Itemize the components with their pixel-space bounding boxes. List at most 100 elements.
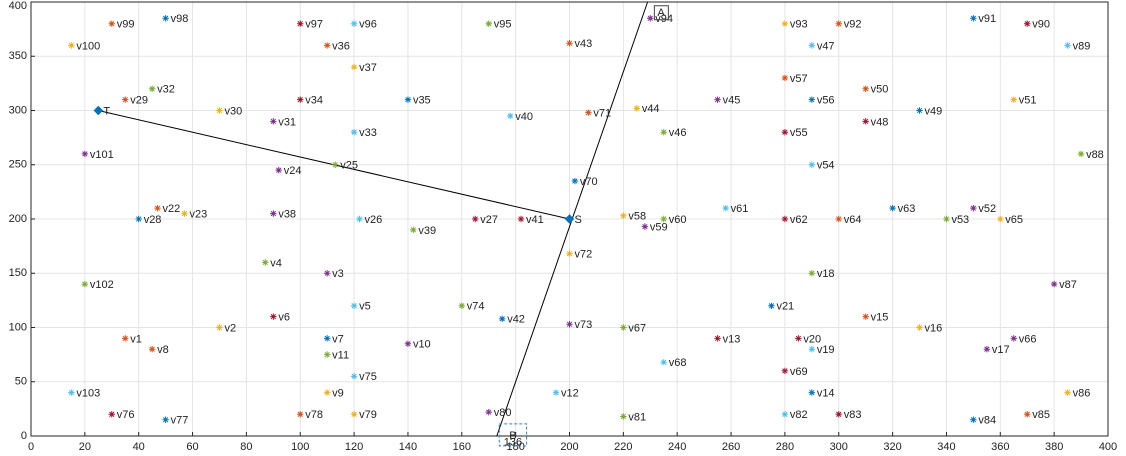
point-label: v20 — [803, 333, 821, 345]
x-tick-label: 80 — [240, 441, 252, 453]
annotation: 136 — [504, 436, 522, 448]
point-label: v49 — [925, 105, 943, 117]
point — [485, 20, 492, 27]
point — [943, 215, 950, 223]
point — [323, 42, 331, 49]
point-label: v55 — [790, 127, 808, 139]
point — [620, 212, 627, 219]
x-tick-label: 280 — [776, 441, 794, 453]
point-label: v80 — [494, 407, 512, 419]
point-label: v97 — [305, 19, 323, 31]
point-label: v14 — [817, 388, 835, 400]
point-label: v83 — [844, 409, 862, 421]
point-label: v88 — [1086, 149, 1104, 161]
point-label: v67 — [628, 322, 646, 334]
point — [181, 210, 188, 217]
point-label: v61 — [731, 203, 749, 215]
point — [485, 408, 492, 416]
annotation: A — [657, 7, 665, 19]
point-label: v40 — [515, 111, 533, 123]
point-label: v23 — [189, 208, 207, 220]
axes-box — [30, 1, 1109, 437]
point-label: v51 — [1019, 95, 1037, 107]
x-tick-label: 340 — [937, 441, 955, 453]
point-label: v62 — [790, 214, 808, 226]
point-label: v84 — [978, 415, 996, 427]
point — [808, 346, 816, 353]
point-label: v73 — [575, 319, 593, 331]
point-label: v10 — [413, 339, 431, 351]
point — [350, 411, 358, 418]
x-tick-label: 120 — [345, 441, 363, 453]
point-label: v52 — [978, 203, 996, 215]
point-label: v13 — [723, 333, 741, 345]
y-tick-label: 50 — [15, 376, 27, 388]
point-label: v9 — [332, 388, 344, 400]
point-label: v102 — [90, 279, 114, 291]
point — [404, 340, 412, 347]
point — [275, 166, 282, 174]
point-label: v65 — [1005, 214, 1023, 226]
point — [108, 20, 115, 27]
point — [216, 324, 223, 331]
point — [795, 335, 802, 342]
point — [323, 351, 331, 358]
x-tick-label: 400 — [1099, 441, 1117, 453]
point-label: v18 — [817, 268, 835, 280]
point — [970, 15, 977, 22]
point — [148, 346, 156, 353]
point-label: v91 — [978, 13, 996, 25]
point — [835, 215, 842, 223]
point-label: v35 — [413, 95, 431, 107]
x-tick-label: 140 — [399, 441, 417, 453]
point — [566, 250, 573, 257]
point-label: v3 — [332, 268, 344, 280]
point — [323, 389, 331, 396]
point-label: v44 — [642, 103, 660, 115]
x-tick-label: 380 — [1045, 441, 1063, 453]
point — [297, 411, 304, 418]
y-tick-label: 300 — [9, 104, 27, 116]
point — [660, 359, 667, 366]
point-label: v24 — [284, 165, 302, 177]
point — [566, 40, 573, 47]
point — [997, 215, 1004, 223]
point-label: v74 — [467, 301, 485, 313]
point-label: v46 — [669, 127, 687, 139]
point — [517, 215, 525, 223]
point — [68, 389, 75, 396]
point — [916, 324, 923, 331]
point-label: v87 — [1059, 279, 1077, 291]
point — [68, 42, 75, 49]
point-label: v85 — [1032, 409, 1050, 421]
point — [93, 105, 104, 116]
point-label: v89 — [1073, 40, 1091, 52]
point-label: v48 — [871, 116, 889, 128]
point-label: v68 — [669, 357, 687, 369]
point-label: v58 — [628, 211, 646, 223]
point-label: v11 — [332, 350, 349, 362]
point — [781, 367, 789, 375]
point — [270, 313, 277, 320]
point-label: v41 — [526, 214, 544, 226]
point — [660, 129, 667, 136]
point — [81, 280, 89, 288]
point-label: v31 — [278, 116, 296, 128]
selection-box — [498, 423, 528, 447]
point-label: v12 — [561, 388, 579, 400]
x-tick-label: 200 — [560, 441, 578, 453]
point — [808, 389, 816, 396]
point-label: v82 — [790, 409, 808, 421]
x-tick-label: 180 — [506, 441, 524, 453]
point-label: S — [575, 214, 582, 226]
point-label: v54 — [817, 160, 835, 172]
point-label: v8 — [157, 344, 169, 356]
y-tick-label: 0 — [21, 430, 27, 442]
point-label: v27 — [480, 214, 498, 226]
x-tick-label: 40 — [133, 441, 145, 453]
point — [404, 96, 412, 103]
point — [660, 215, 667, 223]
point-label: v63 — [898, 203, 916, 215]
point — [154, 204, 161, 212]
